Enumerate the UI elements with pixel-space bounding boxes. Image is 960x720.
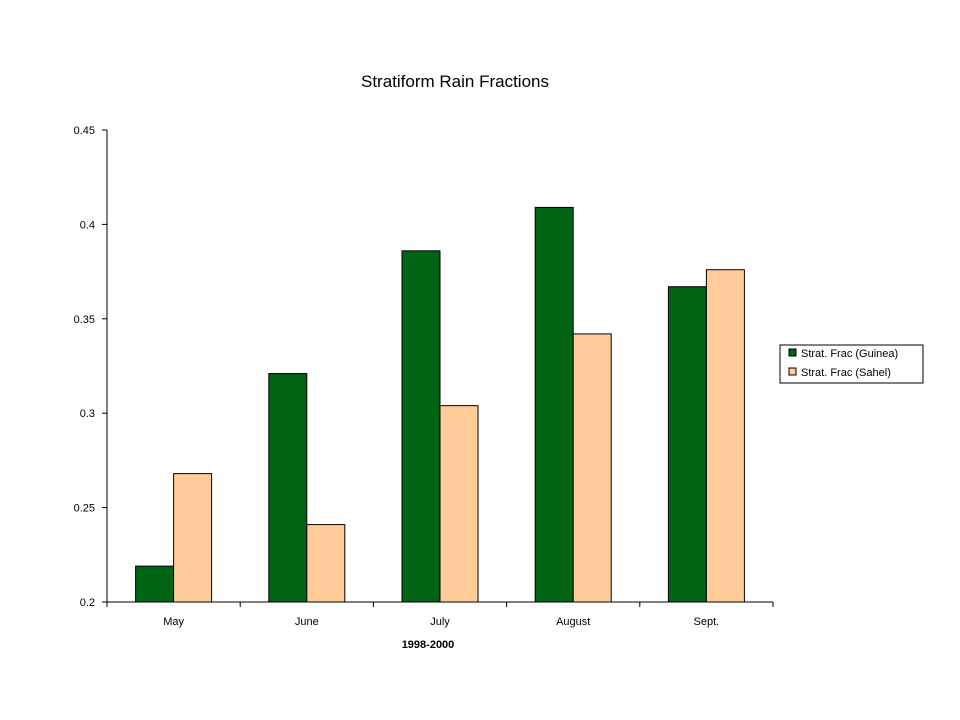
chart-title: Stratiform Rain Fractions <box>361 72 549 91</box>
y-tick-label: 0.3 <box>80 408 95 420</box>
x-tick-label: May <box>163 616 184 628</box>
legend: Strat. Frac (Guinea) Strat. Frac (Sahel) <box>779 344 924 384</box>
bar-guinea <box>268 373 308 603</box>
x-tick-label: Sept. <box>694 616 720 628</box>
bar-guinea <box>534 206 574 603</box>
bar-guinea <box>667 286 707 603</box>
bar-guinea <box>135 565 175 603</box>
y-tick-label: 0.45 <box>74 125 95 137</box>
y-tick-label: 0.2 <box>80 597 95 609</box>
y-axis: 0.2 0.25 0.3 0.35 0.4 0.45 <box>74 125 108 609</box>
legend-label: Strat. Frac (Sahel) <box>801 367 891 379</box>
bar-sahel <box>439 405 479 603</box>
bars <box>135 206 745 603</box>
x-axis: May June July August Sept. <box>106 601 774 628</box>
legend-label: Strat. Frac (Guinea) <box>801 348 898 360</box>
legend-swatch <box>788 367 797 376</box>
bar-guinea <box>401 250 441 603</box>
x-tick-label: July <box>430 616 450 628</box>
bar-sahel <box>572 333 612 603</box>
x-axis-label: 1998-2000 <box>402 639 455 651</box>
x-tick-label: August <box>556 616 590 628</box>
legend-swatch <box>788 348 797 357</box>
bar-sahel <box>306 524 346 603</box>
bar-sahel <box>705 269 745 603</box>
bar-sahel <box>173 473 213 603</box>
x-tick-label: June <box>295 616 319 628</box>
y-tick-label: 0.25 <box>74 503 95 515</box>
y-tick-label: 0.35 <box>74 314 95 326</box>
legend-box <box>779 344 924 384</box>
y-tick-label: 0.4 <box>80 219 95 231</box>
